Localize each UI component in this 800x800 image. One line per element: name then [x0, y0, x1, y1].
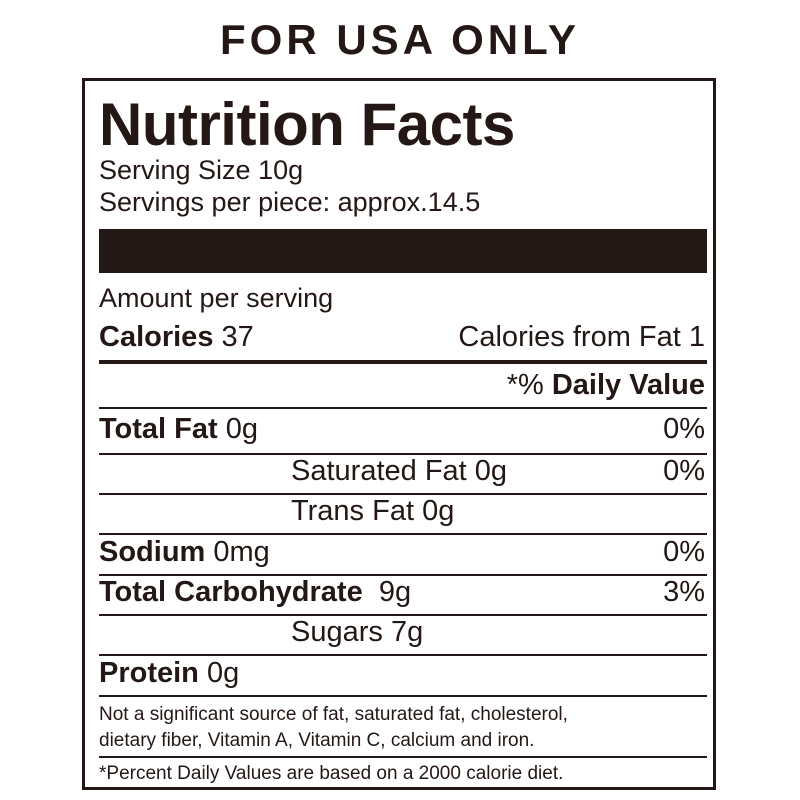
- nutrient-amount: 0g: [198, 657, 240, 689]
- nutrient-row-sugars: Sugars 7g: [291, 616, 424, 648]
- divider: [99, 756, 707, 758]
- calories-value: 37: [213, 321, 254, 353]
- nutrition-facts-panel: Nutrition Facts Serving Size 10g Serving…: [82, 78, 716, 790]
- divider: [99, 654, 707, 656]
- servings-per-piece: Servings per piece: approx.14.5: [99, 187, 481, 217]
- significance-note-line2: dietary fiber, Vitamin A, Vitamin C, cal…: [99, 730, 535, 751]
- panel-title: Nutrition Facts: [99, 91, 515, 158]
- dv-total-carbohydrate: 3%: [663, 576, 705, 608]
- significance-note-line1: Not a significant source of fat, saturat…: [99, 704, 568, 725]
- nutrient-row-sodium: Sodium 0mg: [99, 538, 270, 567]
- divider: [99, 407, 707, 409]
- nutrient-amount: 0mg: [205, 536, 270, 568]
- calories-row: Calories 37: [99, 323, 254, 352]
- nutrient-row-trans-fat: Trans Fat 0g: [291, 495, 455, 527]
- black-divider-bar: [99, 229, 707, 273]
- usa-only-header: FOR USA ONLY: [220, 16, 580, 63]
- nutrient-row-total-fat: Total Fat 0g: [99, 415, 258, 444]
- nutrient-name: Sodium: [99, 536, 206, 568]
- nutrient-row-protein: Protein 0g: [99, 659, 239, 688]
- dv-saturated-fat: 0%: [663, 455, 705, 487]
- nutrient-name: Total Fat: [99, 413, 218, 445]
- calories-from-fat: Calories from Fat 1: [458, 321, 705, 353]
- nutrient-name: Total Carbohydrate: [99, 576, 363, 608]
- amount-per-serving: Amount per serving: [99, 283, 334, 313]
- daily-value-prefix: *%: [506, 369, 552, 401]
- daily-value-footnote: *Percent Daily Values are based on a 200…: [99, 763, 564, 784]
- dv-sodium: 0%: [663, 536, 705, 568]
- divider: [99, 533, 707, 535]
- divider: [99, 574, 707, 576]
- thick-divider: [99, 360, 707, 364]
- nutrient-row-saturated-fat: Saturated Fat 0g: [291, 455, 508, 487]
- nutrient-name: Protein: [99, 657, 199, 689]
- nutrient-amount: 0g: [217, 413, 259, 445]
- nutrient-amount: 9g: [362, 576, 412, 608]
- dv-total-fat: 0%: [663, 413, 705, 445]
- nutrient-row-total-carbohydrate: Total Carbohydrate 9g: [99, 578, 411, 607]
- daily-value-label: Daily Value: [551, 369, 705, 401]
- divider: [99, 493, 707, 495]
- divider: [99, 614, 707, 616]
- calories-label: Calories: [99, 321, 214, 353]
- divider: [99, 695, 707, 697]
- daily-value-header: *% Daily Value: [507, 371, 705, 400]
- divider: [99, 453, 707, 455]
- serving-size: Serving Size 10g: [99, 155, 304, 185]
